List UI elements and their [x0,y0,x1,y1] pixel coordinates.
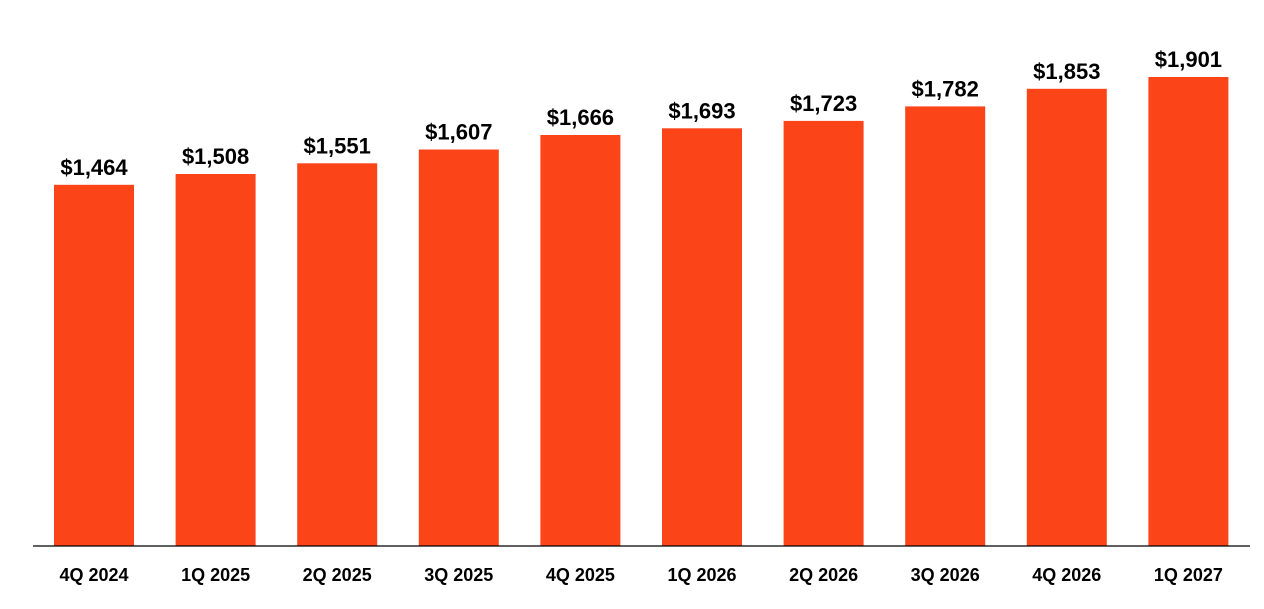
value-labels-layer: $1,464 $1,508 $1,551 $1,607 $1,666 $1,693 $1,7… [60,47,1222,180]
data-label-1q-2025: $1,508 [182,144,249,169]
data-label-1q-2026: $1,693 [668,98,735,123]
bar-3q-2026 [905,106,986,547]
bar-2q-2025 [297,163,378,547]
bars-layer [54,77,1229,547]
bar-4q-2026 [1026,88,1107,547]
data-label-2q-2026: $1,723 [790,91,857,116]
data-label-1q-2027: $1,901 [1155,47,1222,72]
bar-1q-2025 [175,174,256,546]
x-tick-label-4q-2024: 4Q 2024 [59,565,128,585]
bar-1q-2026 [662,128,742,547]
bar-1q-2027 [1148,77,1229,546]
data-label-4q-2026: $1,853 [1033,59,1100,84]
bar-4q-2025 [540,135,621,546]
x-tick-label-4q-2025: 4Q 2025 [546,565,615,585]
data-label-3q-2025: $1,607 [425,120,492,145]
bar-2q-2026 [783,120,864,547]
bar-3q-2025 [418,149,499,546]
x-tick-label-1q-2027: 1Q 2027 [1154,565,1223,585]
x-tick-label-1q-2025: 1Q 2025 [181,565,250,585]
data-label-4q-2025: $1,666 [547,105,614,130]
x-tick-label-1q-2026: 1Q 2026 [667,565,736,585]
x-tick-label-3q-2026: 3Q 2026 [911,565,980,585]
data-label-4q-2024: $1,464 [60,155,128,180]
data-label-2q-2025: $1,551 [304,133,371,158]
x-tick-labels: 4Q 2024 1Q 2025 2Q 2025 3Q 2025 4Q 2025 1Q 20… [59,565,1222,585]
x-tick-label-4q-2026: 4Q 2026 [1032,565,1101,585]
data-label-3q-2026: $1,782 [912,76,979,101]
x-tick-label-2q-2026: 2Q 2026 [789,565,858,585]
bar-4q-2024 [54,184,134,547]
x-tick-label-2q-2025: 2Q 2025 [303,565,372,585]
x-tick-label-3q-2025: 3Q 2025 [424,565,493,585]
